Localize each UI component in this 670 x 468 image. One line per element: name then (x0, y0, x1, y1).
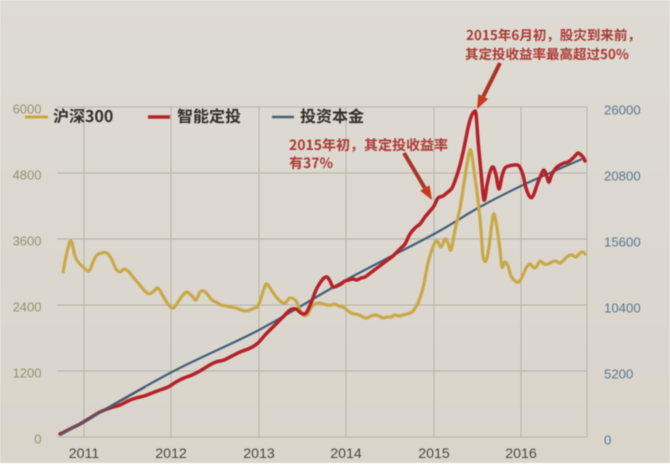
svg-text:2015: 2015 (418, 446, 450, 462)
svg-text:10400: 10400 (604, 301, 641, 316)
svg-text:2016: 2016 (505, 446, 537, 462)
svg-text:2013: 2013 (243, 446, 275, 462)
svg-text:3600: 3600 (13, 234, 42, 249)
svg-text:20800: 20800 (604, 169, 641, 184)
svg-text:15600: 15600 (604, 235, 641, 250)
svg-text:4800: 4800 (13, 168, 42, 183)
svg-text:26000: 26000 (604, 103, 641, 118)
svg-text:6000: 6000 (13, 102, 42, 117)
svg-text:2400: 2400 (13, 300, 42, 315)
svg-text:0: 0 (34, 432, 41, 447)
svg-text:2011: 2011 (69, 446, 100, 462)
svg-text:0: 0 (604, 433, 611, 448)
svg-text:2014: 2014 (330, 446, 362, 462)
svg-text:5200: 5200 (604, 367, 633, 382)
svg-text:1200: 1200 (13, 366, 42, 381)
svg-text:2012: 2012 (155, 446, 187, 462)
